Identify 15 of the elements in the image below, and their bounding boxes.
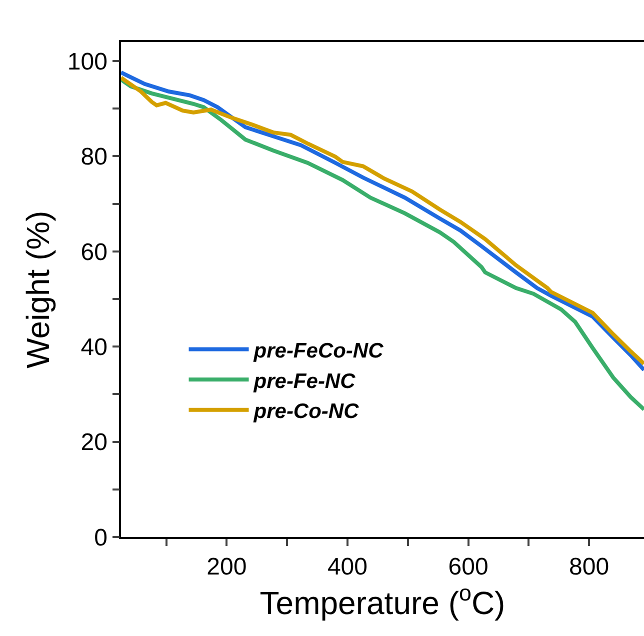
y-tick-label: 100 — [67, 48, 108, 76]
y-tick-label: 20 — [80, 429, 108, 456]
legend-label: pre-Co-NC — [252, 400, 360, 424]
y-tick-label: 80 — [80, 144, 108, 171]
legend-label: pre-FeCo-NC — [252, 339, 384, 362]
x-axis-title: Temperature ($^{o}$C) — [260, 580, 506, 621]
x-tick-label: 800 — [569, 554, 610, 581]
y-tick-label: 60 — [80, 238, 108, 266]
y-tick-label: 0 — [94, 524, 108, 552]
y-tick-label: 40 — [80, 334, 108, 362]
x-tick-label: 600 — [448, 554, 488, 581]
x-tick-label: 200 — [206, 554, 247, 581]
legend-label: pre-Fe-NC — [252, 370, 356, 393]
y-axis-title: Weight (%) — [20, 210, 56, 368]
x-tick-label: 400 — [327, 554, 368, 581]
